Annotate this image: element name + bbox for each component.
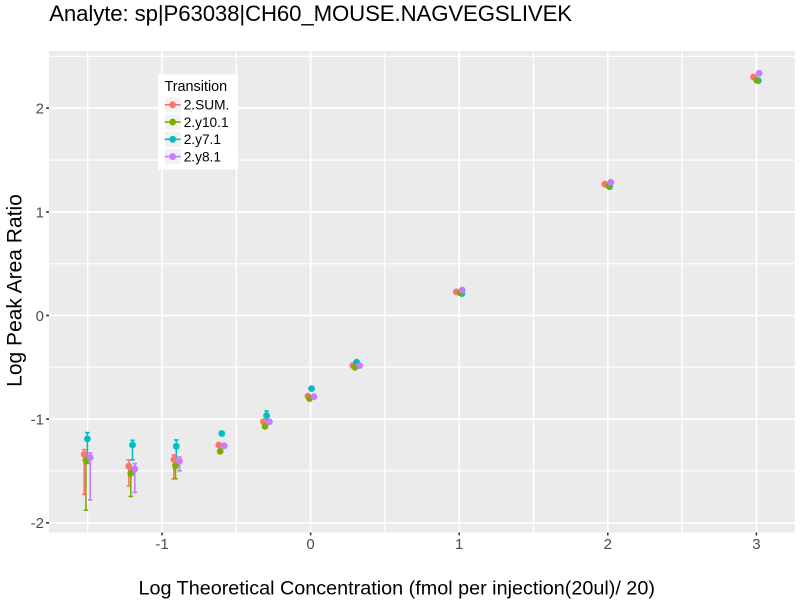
svg-text:0: 0 [36, 308, 44, 325]
svg-text:2.y8.1: 2.y8.1 [184, 149, 221, 164]
svg-text:-1: -1 [155, 536, 168, 553]
svg-text:Transition: Transition [165, 79, 228, 95]
svg-text:1: 1 [36, 204, 44, 221]
svg-text:1: 1 [455, 536, 463, 553]
svg-text:Log Theoretical Concentration: Log Theoretical Concentration (fmol per … [138, 577, 654, 599]
svg-text:3: 3 [752, 536, 760, 553]
svg-text:2: 2 [604, 536, 612, 553]
svg-text:Analyte: sp|P63038|CH60_MOUSE.: Analyte: sp|P63038|CH60_MOUSE.NAGVEGSLIV… [49, 1, 572, 26]
svg-text:2.SUM.: 2.SUM. [184, 98, 230, 113]
svg-text:2.y10.1: 2.y10.1 [184, 115, 229, 130]
svg-text:2.y7.1: 2.y7.1 [184, 132, 221, 147]
svg-text:-1: -1 [31, 412, 44, 429]
svg-text:Log Peak Area Ratio: Log Peak Area Ratio [3, 194, 26, 387]
svg-text:0: 0 [306, 536, 314, 553]
svg-text:-2: -2 [31, 515, 44, 532]
svg-text:2: 2 [36, 101, 44, 118]
